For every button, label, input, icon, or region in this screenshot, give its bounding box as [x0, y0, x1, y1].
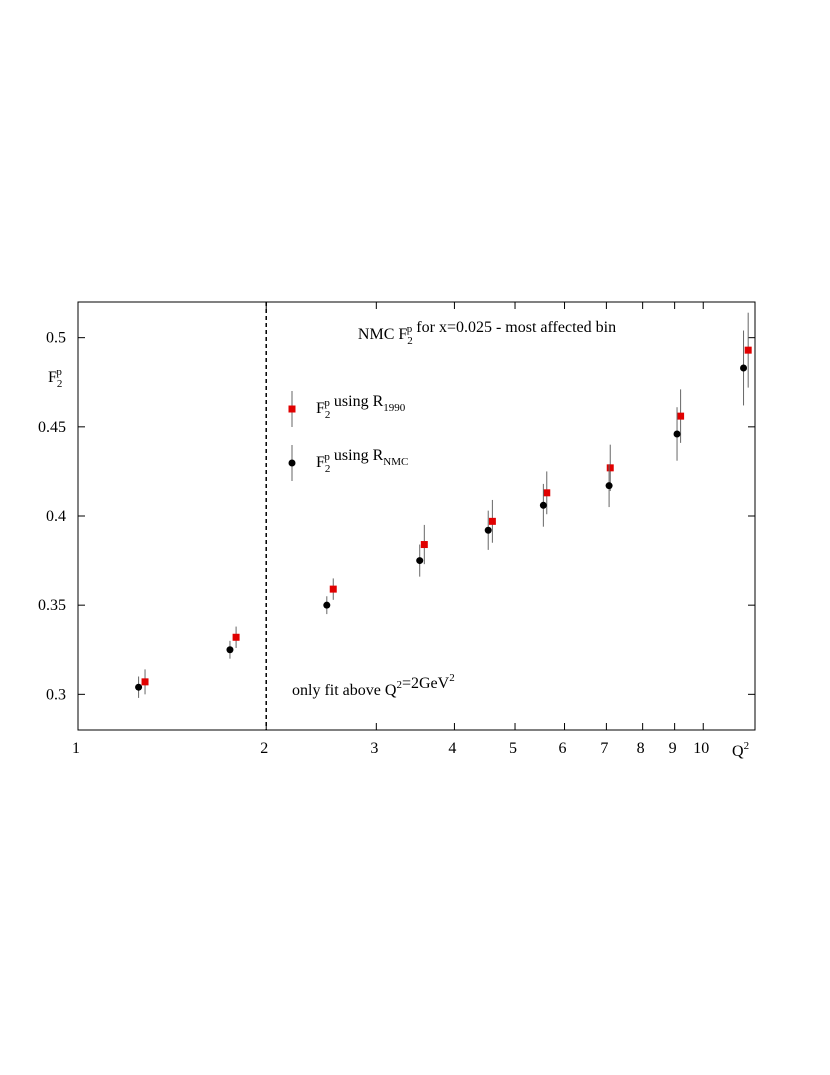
annotation: only fit above Q2=2GeV2: [292, 672, 455, 699]
x-tick-label: 2: [260, 740, 268, 757]
x-tick-label: 9: [669, 740, 677, 757]
y-tick-label: 0.35: [38, 597, 66, 614]
point: [135, 683, 143, 691]
point: [543, 489, 551, 497]
x-tick-label: 7: [600, 740, 608, 757]
legend-label: F2p using RNMC: [316, 447, 408, 475]
x-tick-label: 8: [637, 740, 645, 757]
point: [226, 646, 234, 654]
y-tick-label: 0.3: [46, 686, 66, 703]
legend-marker: [288, 405, 296, 413]
point: [677, 412, 685, 420]
point: [606, 464, 614, 472]
point: [416, 557, 424, 565]
point: [740, 364, 748, 372]
point: [420, 541, 428, 549]
x-axis-label: Q2: [732, 740, 749, 760]
point: [488, 517, 496, 525]
legend-label: F2p using R1990: [316, 393, 406, 421]
point: [744, 346, 752, 354]
x-tick-label: 1: [72, 740, 80, 757]
x-tick-label: 4: [448, 740, 456, 757]
x-tick-label: 6: [559, 740, 567, 757]
plot-frame: [77, 301, 756, 731]
y-tick-label: 0.5: [46, 330, 66, 347]
plot: 0.3 0.35 0.4 0.45 0.5 1 2 3 4 5 6 7 8 9 10 NMC F2p for …: [38, 302, 755, 760]
y-tick-label: 0.45: [38, 419, 66, 436]
x-tick-label: 5: [509, 740, 517, 757]
x-tick-label: 3: [370, 740, 378, 757]
point: [605, 482, 613, 490]
point: [673, 430, 681, 438]
y-axis-label: F2p: [48, 366, 62, 390]
y-tick-label: 0.4: [46, 508, 66, 525]
point: [232, 633, 240, 641]
point: [539, 501, 547, 509]
point: [323, 601, 331, 609]
point: [329, 585, 337, 593]
legend-marker: [288, 459, 296, 467]
point: [141, 678, 149, 686]
point: [484, 526, 492, 534]
x-tick-label: 10: [693, 740, 709, 757]
chart-title: NMC F2p for x=0.025 - most affected bin: [358, 319, 616, 347]
